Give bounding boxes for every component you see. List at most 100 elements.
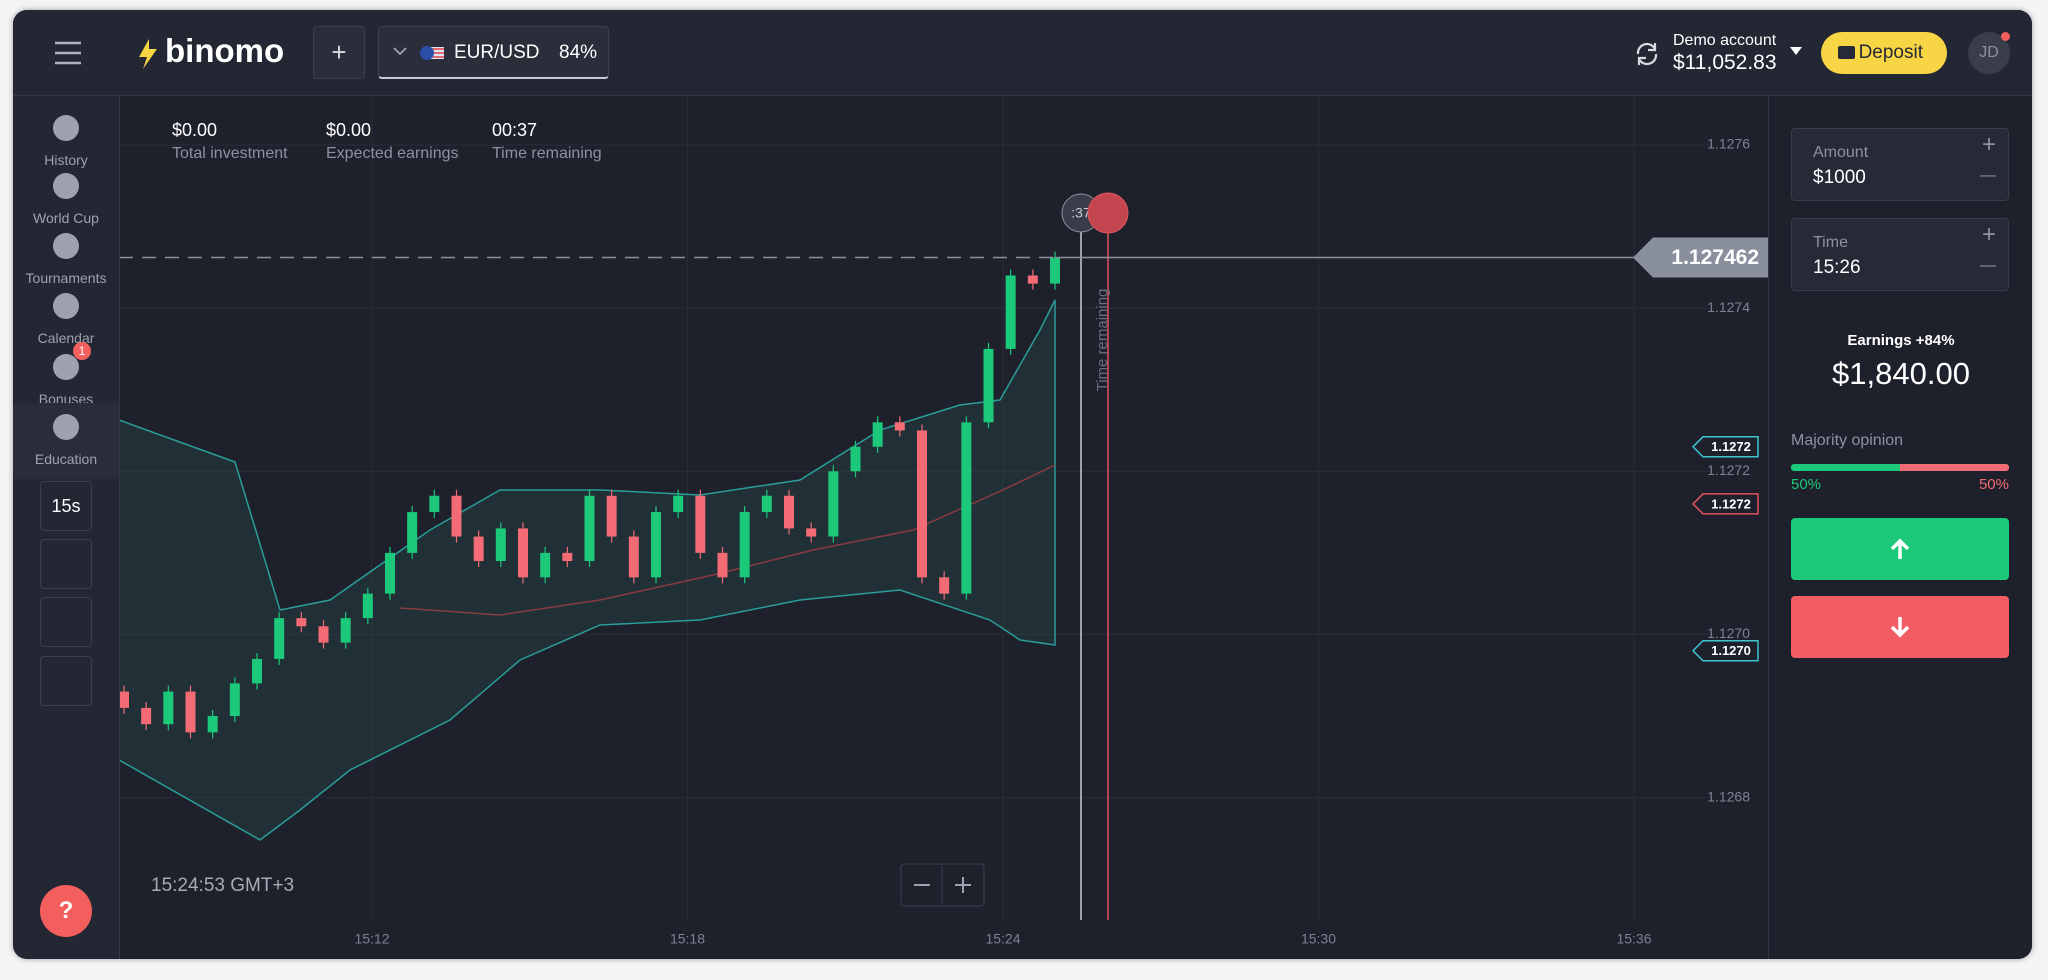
up-button[interactable] <box>1791 518 2009 580</box>
earnings: $1,840.00 <box>1832 356 1970 391</box>
candle <box>828 471 839 537</box>
candle <box>407 512 418 553</box>
timeframe-button[interactable]: 15s <box>40 481 92 531</box>
icon-shape <box>53 173 79 199</box>
candle <box>651 512 661 578</box>
sidebar-item[interactable]: Calendar <box>37 330 95 346</box>
help-button[interactable]: ? <box>40 885 92 937</box>
candle <box>562 552 573 562</box>
payout: 84% <box>559 42 598 63</box>
candle <box>917 430 927 578</box>
indicator-tag-label: 1.1270 <box>1711 643 1751 658</box>
candle <box>695 495 706 553</box>
sidebar-icon <box>53 293 79 319</box>
candle <box>229 683 240 717</box>
chevron <box>393 47 407 56</box>
balance: $11,052.83 <box>1673 51 1777 74</box>
flag <box>420 46 444 60</box>
earnings-row: Earnings +84% <box>1769 332 2032 349</box>
candle <box>296 618 307 627</box>
y-tick-label: 1.1272 <box>1707 462 1750 478</box>
amount-minus[interactable]: — <box>1980 167 1996 184</box>
candle <box>850 446 861 472</box>
candle <box>141 707 152 725</box>
down-button[interactable] <box>1791 596 2009 658</box>
stat-value: 00:37 <box>492 120 538 140</box>
earnings-pct: +84% <box>1915 332 1955 349</box>
wallet-icon <box>1838 46 1855 59</box>
moving-average <box>399 464 1056 616</box>
candle <box>894 422 905 431</box>
add-asset-button[interactable]: + <box>313 26 365 79</box>
candle <box>983 348 994 423</box>
candle <box>274 618 285 659</box>
time-remaining-label: Time remaining <box>1094 289 1111 392</box>
sidebar-item[interactable]: History <box>44 152 88 168</box>
sidebar: History World Cup Tournaments Calendar Bonus… <box>13 96 120 959</box>
amount-plus[interactable]: + <box>1981 131 1996 158</box>
menu-icon[interactable] <box>53 40 83 66</box>
candle <box>385 552 395 594</box>
app: :37 Time remaining 15:24:53 GMT+3 1.1276… <box>13 10 2032 959</box>
account-dropdown[interactable] <box>1789 46 1803 56</box>
candle <box>673 495 684 513</box>
sidebar-item[interactable]: World Cup <box>33 210 99 226</box>
icon-shape <box>53 354 79 380</box>
price-tag <box>1633 237 1768 278</box>
sidebar-item[interactable]: Tournaments <box>25 270 107 286</box>
candle <box>739 512 750 578</box>
icon-shape <box>53 233 79 259</box>
stat-value: $0.00 <box>326 120 372 140</box>
sidebar-icon <box>53 414 79 440</box>
tool-button[interactable] <box>40 597 92 647</box>
refresh-icon[interactable] <box>1633 40 1661 68</box>
candle <box>540 552 551 578</box>
candle <box>584 495 595 562</box>
amount-label: Amount <box>1813 144 1869 161</box>
time-minus[interactable]: — <box>1980 257 1996 274</box>
x-tick-label: 15:18 <box>670 931 705 947</box>
candle <box>495 528 506 562</box>
asset-name: EUR/USD <box>454 42 540 63</box>
indicator-tag <box>1691 640 1759 662</box>
deposit-button[interactable]: Deposit <box>1821 32 1947 74</box>
candle <box>429 495 440 513</box>
bonus-badge: 1 <box>73 342 91 360</box>
time-box[interactable]: Time 15:26 + — <box>1791 218 2009 291</box>
amount-box[interactable]: Amount $1000 + — <box>1791 128 2009 201</box>
tool-button[interactable] <box>40 539 92 589</box>
majority-down: 50% <box>1978 476 2009 493</box>
finish-circle <box>1087 192 1129 234</box>
icon-shape <box>53 293 79 319</box>
sidebar-item[interactable]: Education <box>34 451 98 467</box>
candle <box>761 495 772 513</box>
trade-panel: Amount $1000 + — Time 15:26 + — Earnings… <box>1768 96 2032 959</box>
candle <box>318 626 329 643</box>
candle <box>473 536 484 562</box>
candle <box>252 658 262 684</box>
bollinger-band <box>118 299 1056 841</box>
candle <box>340 618 351 643</box>
indicator-tag <box>1691 436 1759 458</box>
earnings-label: Earnings <box>1847 332 1912 349</box>
y-tick-label: 1.1270 <box>1707 625 1750 641</box>
zoom-in[interactable] <box>955 877 971 893</box>
stat-label: Total investment <box>172 145 288 162</box>
candle <box>119 691 129 708</box>
indicator-tag-label: 1.1272 <box>1711 439 1751 454</box>
candle <box>606 495 617 537</box>
majority-up: 50% <box>1791 476 1822 493</box>
asset-selector[interactable]: EUR/USD 84% <box>378 26 609 79</box>
up-arrow <box>1890 538 1910 559</box>
time-plus[interactable]: + <box>1981 221 1996 248</box>
price-tag-label: 1.127462 <box>1671 246 1759 269</box>
candle <box>872 422 883 447</box>
stat-label: Time remaining <box>492 145 602 162</box>
x-tick-label: 15:24 <box>985 931 1020 947</box>
icon-shape <box>53 115 79 141</box>
tool-button[interactable] <box>40 656 92 706</box>
x-tick-label: 15:30 <box>1301 931 1336 947</box>
logo: binomo <box>165 32 285 69</box>
